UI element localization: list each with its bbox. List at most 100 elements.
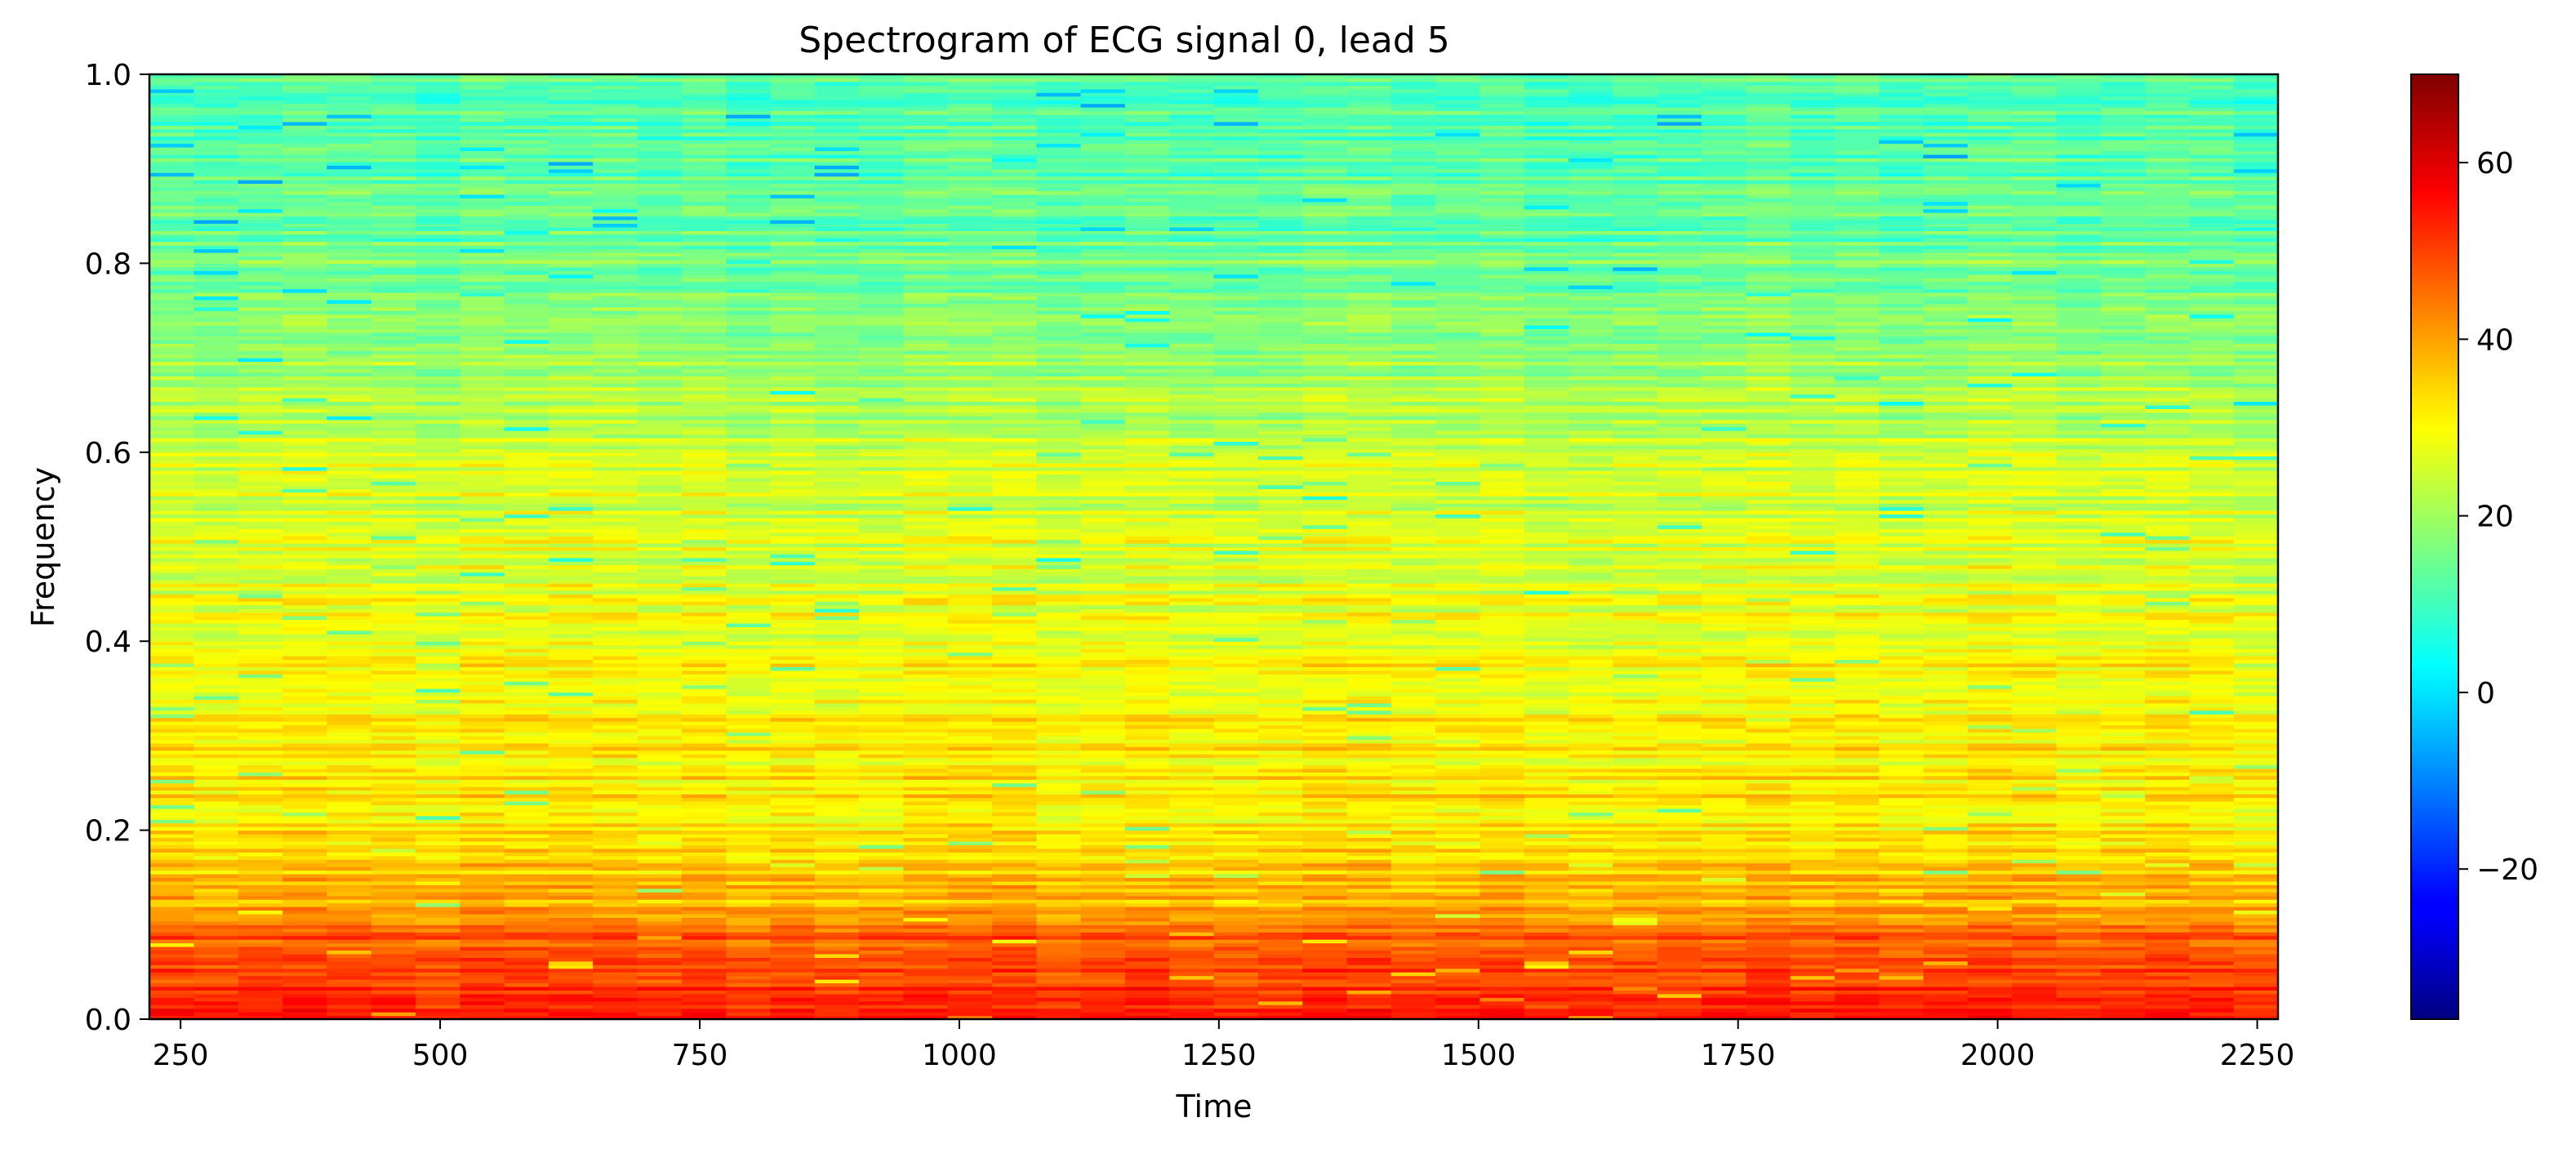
heatmap-cell	[1213, 662, 1259, 667]
heatmap-cell	[1568, 1015, 1613, 1020]
heatmap-cell	[1346, 702, 1392, 707]
heatmap-cell	[1435, 1015, 1480, 1020]
heatmap-cell	[548, 979, 594, 984]
heatmap-cell	[1435, 874, 1480, 879]
heatmap-cell	[371, 695, 416, 700]
heatmap-cell	[726, 862, 771, 867]
heatmap-cell	[1613, 880, 1658, 885]
heatmap-cell	[282, 877, 327, 882]
heatmap-cell	[991, 786, 1037, 791]
heatmap-cell	[637, 1004, 683, 1009]
heatmap-cell	[859, 670, 904, 675]
heatmap-cell	[1834, 855, 1880, 860]
heatmap-cell	[1790, 674, 1835, 679]
heatmap-cell	[903, 946, 949, 951]
heatmap-cell	[2012, 837, 2058, 842]
heatmap-cell	[1923, 644, 1969, 649]
heatmap-cell	[1701, 728, 1746, 733]
heatmap-cell	[726, 728, 771, 733]
heatmap-cell	[415, 761, 460, 766]
heatmap-cell	[1834, 641, 1880, 646]
heatmap-cell	[947, 735, 993, 740]
heatmap-cell	[1657, 935, 1702, 940]
heatmap-cell	[371, 986, 416, 991]
heatmap-cell	[238, 972, 283, 977]
heatmap-cell	[1967, 826, 2013, 831]
heatmap-cell	[1746, 659, 1791, 664]
heatmap-cell	[1613, 815, 1658, 820]
heatmap-cell	[460, 1000, 505, 1005]
heatmap-cell	[859, 728, 904, 733]
heatmap-cell	[1257, 870, 1303, 875]
heatmap-cell	[1657, 677, 1702, 682]
heatmap-cell	[1790, 772, 1835, 777]
heatmap-cell	[1834, 750, 1880, 755]
heatmap-cell	[1746, 902, 1791, 907]
heatmap-cell	[2233, 641, 2279, 646]
heatmap-cell	[726, 840, 771, 845]
heatmap-cell	[2189, 895, 2235, 900]
heatmap-cell	[1657, 888, 1702, 893]
heatmap-cell	[1390, 906, 1436, 911]
heatmap-cell	[1967, 917, 2013, 922]
heatmap-cell	[1613, 979, 1658, 984]
heatmap-cell	[2100, 804, 2146, 809]
heatmap-cell	[1302, 768, 1348, 773]
heatmap-cell	[1302, 764, 1348, 769]
heatmap-cell	[1834, 652, 1880, 657]
heatmap-cell	[1879, 862, 1924, 867]
heatmap-cell	[548, 840, 594, 845]
heatmap-cell	[2012, 808, 2058, 813]
heatmap-cell	[1834, 902, 1880, 907]
heatmap-cell	[903, 1000, 949, 1005]
heatmap-cell	[1036, 750, 1082, 755]
heatmap-cell	[1346, 790, 1392, 795]
heatmap-cell	[991, 695, 1037, 700]
heatmap-cell	[1169, 761, 1215, 766]
heatmap-cell	[637, 801, 683, 806]
heatmap-cell	[1080, 862, 1126, 867]
heatmap-cell	[947, 968, 993, 973]
heatmap-cell	[726, 910, 771, 915]
heatmap-cell	[1790, 844, 1835, 849]
heatmap-cell	[548, 884, 594, 889]
heatmap-cell	[593, 982, 638, 987]
heatmap-cell	[1390, 688, 1436, 693]
heatmap-cell	[1080, 684, 1126, 689]
heatmap-cell	[1124, 754, 1170, 759]
heatmap-cell	[1036, 782, 1082, 787]
heatmap-cell	[2056, 997, 2102, 1002]
heatmap-cell	[1967, 815, 2013, 820]
heatmap-cell	[947, 939, 993, 944]
heatmap-cell	[1346, 641, 1392, 646]
heatmap-cell	[991, 986, 1037, 991]
heatmap-cell	[149, 855, 194, 860]
heatmap-cell	[1080, 754, 1126, 759]
heatmap-cell	[593, 855, 638, 860]
heatmap-cell	[1524, 830, 1569, 835]
heatmap-cell	[1036, 950, 1082, 955]
heatmap-cell	[1080, 892, 1126, 897]
heatmap-cell	[1169, 960, 1215, 965]
heatmap-cell	[460, 964, 505, 969]
heatmap-cell	[327, 939, 372, 944]
heatmap-cell	[1967, 754, 2013, 759]
heatmap-cell	[726, 957, 771, 962]
heatmap-cell	[238, 1008, 283, 1013]
heatmap-cell	[2100, 888, 2146, 893]
heatmap-cell	[991, 866, 1037, 871]
heatmap-cell	[2189, 892, 2235, 897]
heatmap-cell	[593, 735, 638, 740]
heatmap-cell	[1479, 924, 1525, 929]
heatmap-cell	[2100, 670, 2146, 675]
heatmap-cell	[1257, 884, 1303, 889]
heatmap-cell	[460, 942, 505, 947]
heatmap-cell	[371, 746, 416, 751]
heatmap-cell	[327, 692, 372, 697]
heatmap-cell	[1080, 666, 1126, 671]
heatmap-cell	[371, 968, 416, 973]
heatmap-cell	[681, 920, 727, 925]
heatmap-cell	[194, 939, 239, 944]
heatmap-cell	[1790, 699, 1835, 704]
heatmap-cell	[1479, 695, 1525, 700]
